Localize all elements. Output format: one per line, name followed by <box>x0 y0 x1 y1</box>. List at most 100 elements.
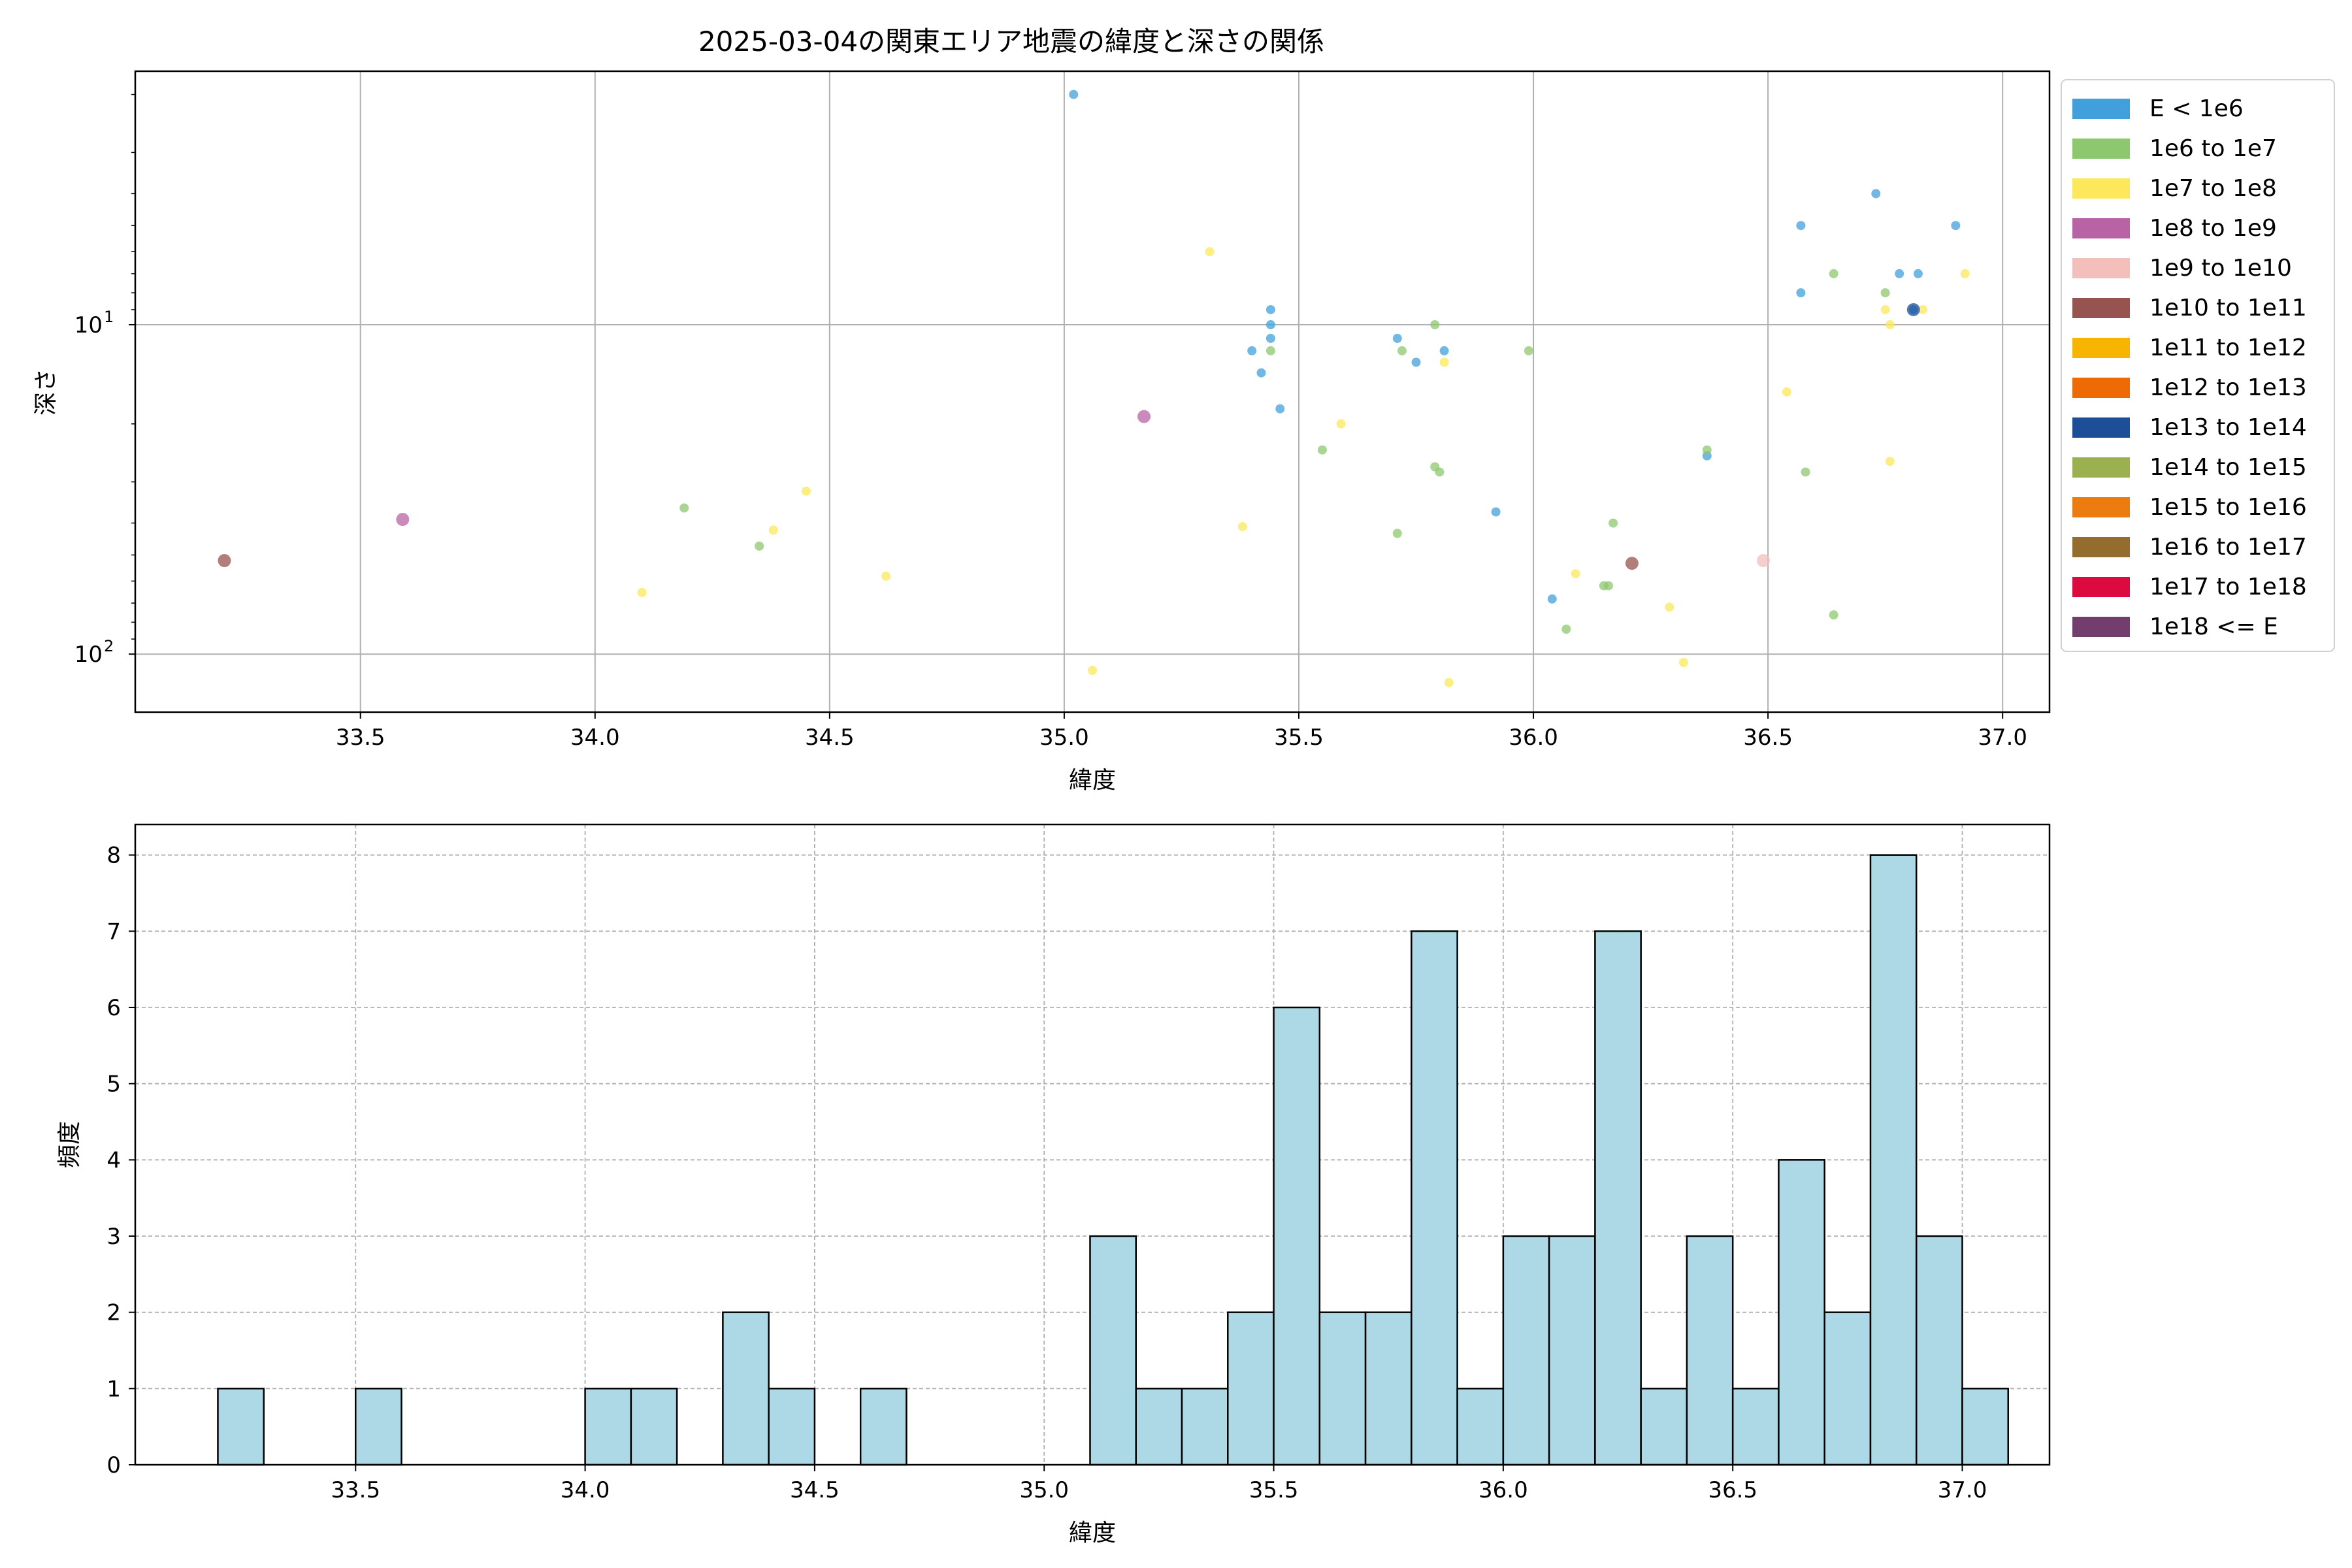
scatter-point <box>1702 445 1712 455</box>
histogram-y-tick-label: 1 <box>106 1376 121 1402</box>
legend-entry-label: 1e13 to 1e14 <box>2149 414 2307 441</box>
scatter-point <box>1547 594 1557 604</box>
scatter-point <box>1266 346 1275 355</box>
histogram-x-tick-label: 36.0 <box>1478 1477 1528 1503</box>
scatter-point <box>1317 445 1327 455</box>
scatter-point <box>218 554 231 568</box>
scatter-point <box>1918 304 1928 314</box>
scatter-point <box>1796 288 1806 298</box>
scatter-point <box>1392 529 1402 538</box>
scatter-point <box>1880 288 1890 298</box>
histogram-bar <box>1318 1311 1367 1466</box>
scatter-point <box>768 525 778 535</box>
histogram-bar <box>584 1388 632 1466</box>
scatter-plot-frame <box>134 70 2051 713</box>
scatter-point <box>881 571 891 581</box>
scatter-point <box>1397 346 1407 355</box>
legend-swatch <box>2072 378 2130 398</box>
scatter-point <box>1895 269 1904 278</box>
histogram-y-axis-label: 頻度 <box>56 1121 83 1168</box>
legend-swatch <box>2072 178 2130 199</box>
scatter-point <box>1247 346 1257 355</box>
histogram-x-tick-label: 35.0 <box>1019 1477 1069 1503</box>
histogram-x-ticks: 33.5 34.0 34.5 35.0 35.5 36.0 36.5 37.0 <box>331 1465 1987 1503</box>
histogram-plot-frame <box>134 823 2051 1466</box>
scatter-x-tick-label: 35.0 <box>1039 725 1089 751</box>
scatter-x-axis-label: 緯度 <box>1069 767 1116 794</box>
scatter-point <box>1256 368 1266 378</box>
histogram-y-tick-label: 7 <box>106 919 121 945</box>
histogram-y-tick-label: 6 <box>106 995 121 1021</box>
histogram-bars <box>217 854 2010 1466</box>
legend-entry-label: 1e17 to 1e18 <box>2149 574 2307 600</box>
histogram-bar <box>768 1388 816 1466</box>
scatter-point <box>1266 333 1275 343</box>
scatter-point <box>1801 467 1810 477</box>
legend-entry-label: 1e16 to 1e17 <box>2149 534 2307 561</box>
scatter-y-tick-exponent: 2 <box>104 637 114 655</box>
histogram-bar <box>1135 1388 1183 1466</box>
histogram-bar <box>1548 1235 1596 1466</box>
scatter-point <box>1205 247 1215 257</box>
scatter-point <box>1275 404 1285 414</box>
histogram-bar <box>1181 1388 1229 1466</box>
legend-swatch <box>2072 139 2130 159</box>
histogram-panel: 33.5 34.0 34.5 35.0 35.5 36.0 36.5 37.0 0 1 2 3 4 5 6… <box>56 823 2051 1546</box>
histogram-x-tick-label: 34.0 <box>561 1477 610 1503</box>
legend-entry-label: 1e14 to 1e15 <box>2149 454 2307 481</box>
legend-swatch <box>2072 298 2130 318</box>
legend-entry-label: 1e9 to 1e10 <box>2149 255 2292 282</box>
histogram-bar <box>1915 1235 1963 1466</box>
legend-swatch <box>2072 457 2130 478</box>
legend-swatch <box>2072 497 2130 517</box>
chart-title: 2025-03-04の関東エリア地震の緯度と深さの関係 <box>698 25 1324 57</box>
scatter-point <box>1430 320 1440 330</box>
legend-swatch <box>2072 617 2130 637</box>
scatter-point <box>679 503 689 513</box>
histogram-x-tick-label: 34.5 <box>790 1477 840 1503</box>
scatter-point <box>1885 457 1895 466</box>
histogram-bar <box>1502 1235 1550 1466</box>
legend-swatch <box>2072 99 2130 119</box>
histogram-bar <box>1823 1311 1872 1466</box>
histogram-bar <box>859 1388 907 1466</box>
legend-swatch <box>2072 417 2130 438</box>
histogram-bar <box>1640 1388 1688 1466</box>
histogram-bar <box>1731 1388 1780 1466</box>
scatter-x-ticks: 33.5 34.0 34.5 35.0 35.5 36.0 36.5 37.0 <box>336 712 2027 751</box>
legend-entry-label: 1e8 to 1e9 <box>2149 215 2277 242</box>
scatter-point <box>1237 521 1247 531</box>
histogram-x-tick-label: 37.0 <box>1938 1477 1987 1503</box>
histogram-bar <box>217 1388 265 1466</box>
scatter-point <box>1411 357 1421 367</box>
scatter-y-tick-label: 10 <box>74 642 103 668</box>
scatter-panel: 2025-03-04の関東エリア地震の緯度と深さの関係 33.5 34.0 34.5… <box>33 25 2335 794</box>
scatter-x-tick-label: 35.5 <box>1274 725 1324 751</box>
legend-swatch <box>2072 537 2130 557</box>
scatter-point <box>1435 467 1445 477</box>
scatter-point <box>1782 387 1791 397</box>
scatter-point <box>1665 602 1674 612</box>
legend-entry-label: 1e15 to 1e16 <box>2149 494 2307 521</box>
histogram-x-axis-label: 緯度 <box>1069 1520 1116 1546</box>
histogram-x-tick-label: 36.5 <box>1708 1477 1757 1503</box>
histogram-bar <box>1227 1311 1275 1466</box>
scatter-point <box>1266 320 1275 330</box>
histogram-y-tick-label: 2 <box>106 1300 121 1326</box>
scatter-point <box>1871 189 1881 199</box>
scatter-point <box>637 587 647 597</box>
legend: E < 1e6 1e6 to 1e7 1e7 to 1e8 1e8 to 1e9 1e9… <box>2061 79 2335 652</box>
scatter-point <box>1571 569 1580 579</box>
scatter-point <box>1625 557 1639 570</box>
scatter-y-tick-label: 10 <box>74 312 103 338</box>
scatter-point <box>1885 320 1895 330</box>
histogram-x-tick-label: 35.5 <box>1249 1477 1299 1503</box>
legend-entry-label: 1e10 to 1e11 <box>2149 295 2307 321</box>
legend-swatch <box>2072 218 2130 238</box>
scatter-point <box>1678 657 1688 667</box>
legend-entry-label: E < 1e6 <box>2149 95 2244 122</box>
histogram-bar <box>630 1388 678 1466</box>
scatter-point <box>396 513 410 527</box>
scatter-point <box>1088 666 1097 676</box>
